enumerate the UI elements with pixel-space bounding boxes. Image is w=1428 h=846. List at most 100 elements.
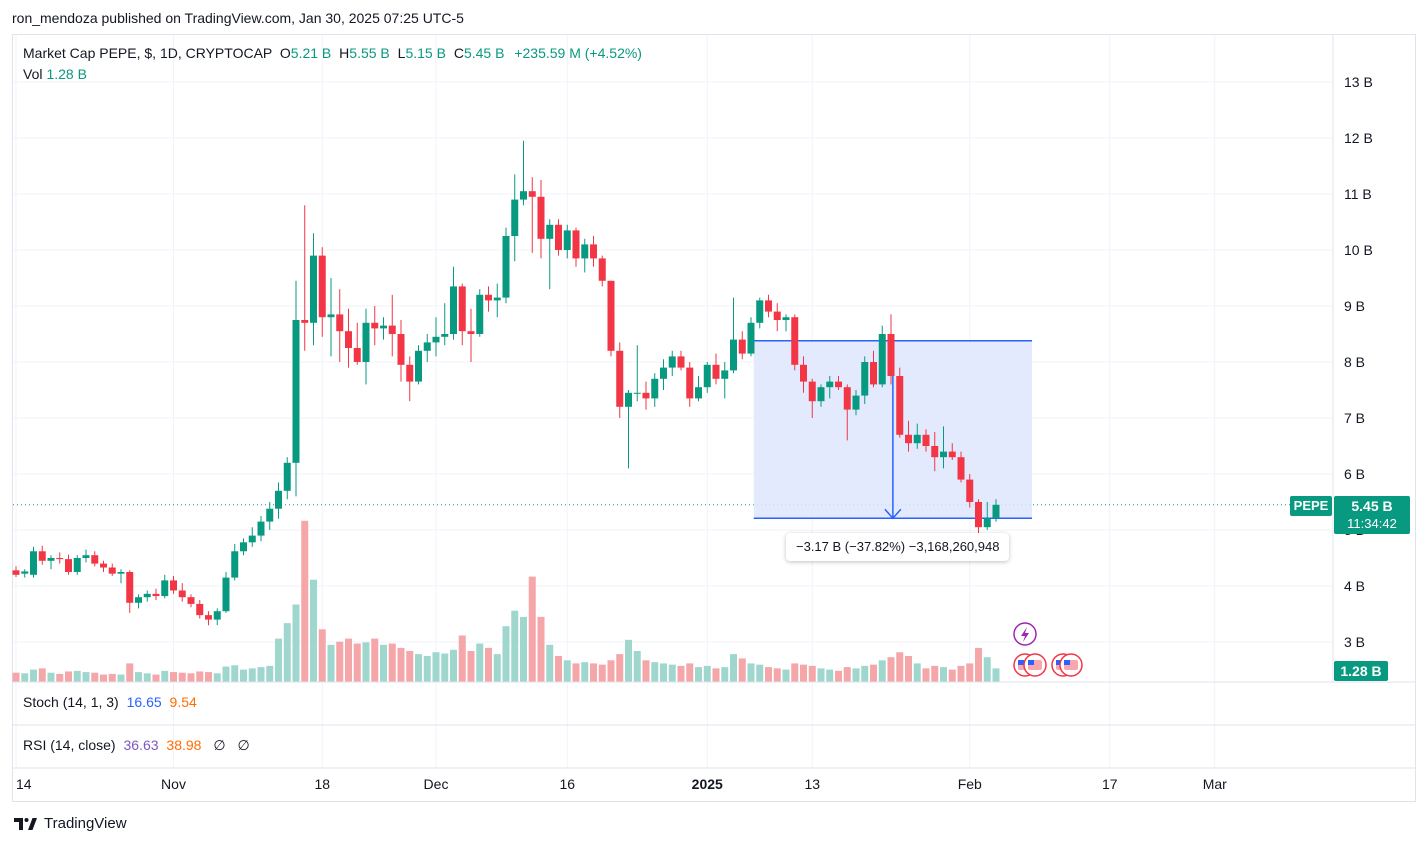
candle-body (651, 378, 659, 399)
candle-body (187, 597, 195, 604)
candle-body (905, 434, 912, 444)
candle-body (327, 314, 335, 318)
volume-bar (248, 668, 256, 682)
volume-bar (30, 669, 37, 682)
candle-body (590, 244, 597, 259)
candle-body (826, 381, 834, 388)
volume-bar (975, 647, 982, 682)
volume-bar (353, 643, 361, 682)
candle-body (388, 325, 396, 334)
volume-bar (441, 653, 449, 682)
volume-bar (222, 666, 230, 682)
x-tick-label: Feb (958, 776, 982, 792)
volume-bar (843, 667, 851, 682)
candle-body (800, 364, 807, 382)
rsi-legend[interactable]: RSI (14, close) 36.63 38.98 ∅ ∅ (23, 737, 250, 754)
candle-body (598, 258, 606, 281)
volume-bar (826, 669, 834, 682)
volume-bar (651, 662, 659, 682)
volume-bar (852, 668, 860, 682)
candle-body (502, 236, 510, 298)
x-tick-label: Mar (1203, 776, 1227, 792)
candle-body (82, 555, 90, 558)
candle-body (756, 300, 764, 323)
candle-body (738, 339, 746, 354)
candle-body (782, 317, 790, 320)
candle-body (677, 356, 685, 368)
candle-body (957, 457, 965, 480)
rsi-na-2: ∅ (237, 737, 250, 753)
candle-body (913, 434, 921, 444)
candle-body (878, 334, 886, 385)
volume-bar (966, 663, 974, 682)
candle-body (135, 597, 142, 603)
volume-value: 1.28 B (46, 66, 87, 82)
x-tick-label: Nov (161, 776, 186, 792)
candle-body (432, 336, 440, 343)
candle-body (222, 577, 230, 612)
volume-bar (747, 663, 755, 682)
rsi-na-1: ∅ (213, 737, 226, 753)
candle-body (196, 603, 204, 616)
candle-body (625, 392, 632, 407)
x-tick-label: 17 (1102, 776, 1118, 792)
volume-bar (642, 660, 650, 682)
volume-bar (117, 674, 125, 682)
volume-bar (712, 668, 720, 682)
volume-bar (415, 654, 422, 682)
candle-body (747, 322, 755, 354)
volume-bar (913, 663, 921, 682)
volume-bar (983, 657, 991, 682)
candle-body (791, 317, 799, 365)
volume-bar (327, 644, 335, 682)
candle-body (423, 342, 431, 351)
candle-body (178, 590, 186, 598)
stoch-legend[interactable]: Stoch (14, 1, 3) 16.65 9.54 (23, 694, 197, 710)
x-tick-label: 13 (804, 776, 820, 792)
volume-bar (502, 626, 510, 682)
volume-bar (73, 670, 81, 682)
volume-bar (905, 655, 912, 682)
candle-body (887, 334, 895, 376)
volume-bar (537, 616, 545, 682)
measure-arrow-head (884, 508, 902, 520)
candle-body (817, 387, 825, 402)
volume-bar (467, 651, 475, 682)
price-tag-countdown: 11:34:42 (1347, 516, 1397, 531)
volume-bar (371, 638, 379, 682)
candle-body (152, 593, 160, 597)
candle-body (992, 504, 1000, 519)
volume-bar (940, 667, 947, 682)
candle-body (65, 559, 72, 572)
candle-body (476, 294, 484, 334)
tradingview-logo[interactable]: TradingView (14, 815, 127, 832)
rsi-label: RSI (14, close) (23, 737, 116, 753)
volume-bar (240, 669, 247, 682)
volume-bar (161, 670, 169, 682)
open-label: O (279, 45, 291, 61)
symbol-legend[interactable]: Market Cap PEPE, $, 1D, CRYPTOCAP O5.21 … (23, 45, 642, 61)
candle-body (511, 199, 519, 236)
volume-bar (12, 672, 20, 682)
volume-bar (957, 665, 965, 682)
candle-body (660, 367, 667, 379)
volume-legend[interactable]: Vol 1.28 B (23, 66, 87, 82)
volume-bar (126, 663, 134, 682)
volume-bar (660, 663, 667, 682)
volume-bar (485, 647, 492, 682)
volume-bar (91, 672, 99, 682)
candle-body (852, 395, 860, 410)
candle-body (406, 364, 414, 382)
volume-bar (21, 673, 29, 682)
volume-bar (528, 576, 536, 682)
volume-bar (56, 673, 64, 682)
candle-body (415, 350, 422, 382)
candle-body (520, 191, 527, 200)
volume-bar (205, 672, 212, 682)
volume-bar (861, 665, 869, 682)
candle-body (528, 191, 536, 197)
candle-body (12, 570, 20, 575)
candle-body (948, 451, 956, 458)
candle-body (467, 331, 475, 334)
candle-body (721, 370, 729, 379)
